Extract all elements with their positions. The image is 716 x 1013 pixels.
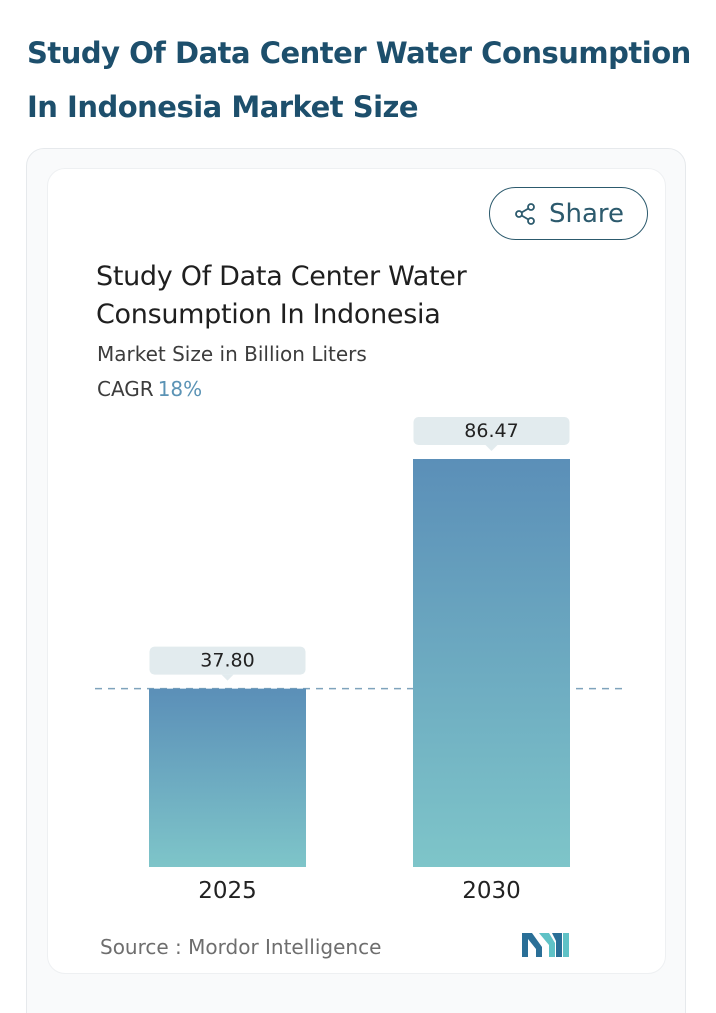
- bar-2025: [149, 688, 306, 867]
- mordor-intelligence-logo: [522, 931, 570, 962]
- cagr-value: 18%: [157, 377, 203, 401]
- value-label-pointer: [485, 445, 498, 451]
- share-icon: [513, 202, 537, 226]
- share-button[interactable]: Share: [489, 187, 648, 240]
- value-label: 37.80: [200, 650, 254, 672]
- bar-2030: [413, 459, 570, 867]
- value-label: 86.47: [464, 420, 518, 442]
- value-label-pointer: [221, 674, 234, 681]
- value-label-box: [149, 646, 306, 675]
- value-label-box: [413, 417, 570, 445]
- chart-subtitle: Market Size in Billion Liters: [97, 342, 367, 366]
- source-text: Source : Mordor Intelligence: [100, 935, 382, 959]
- cagr-label: CAGR: [97, 377, 154, 401]
- cagr-row: CAGR 18%: [97, 377, 202, 401]
- page-title: Study Of Data Center Water Consumption I…: [27, 36, 691, 124]
- chart-title: Study Of Data Center Water Consumption I…: [96, 261, 467, 330]
- x-tick-label: 2030: [462, 878, 521, 904]
- share-label: Share: [548, 198, 625, 229]
- x-tick-label: 2025: [198, 878, 257, 904]
